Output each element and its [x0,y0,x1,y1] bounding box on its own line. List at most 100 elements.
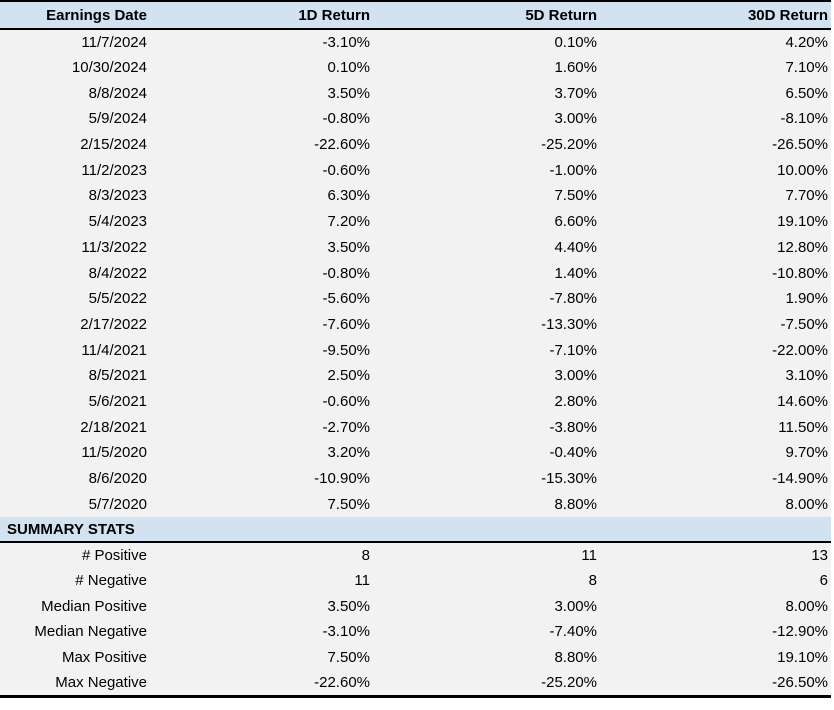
earnings-date-cell: 8/3/2023 [0,183,160,209]
return-30d-cell: 7.10% [611,54,831,81]
return-1d-cell: 2.50% [160,362,386,389]
earnings-date-cell: 5/5/2022 [0,285,160,312]
return-1d-cell: 3.50% [160,80,386,107]
earnings-row: 5/5/2022 -5.60% -7.80% 1.90% [0,285,831,312]
earnings-date-cell: 11/5/2020 [0,440,160,466]
return-5d-cell: -3.80% [386,414,611,440]
return-30d-cell: 7.70% [611,183,831,209]
return-5d-cell: -0.40% [386,440,611,466]
return-30d-cell: 6.50% [611,80,831,107]
return-30d-cell: 10.00% [611,157,831,184]
summary-stat-row: Median Positive 3.50% 3.00% 8.00% [0,593,831,620]
return-5d-cell: -1.00% [386,157,611,184]
earnings-row: 8/3/2023 6.30% 7.50% 7.70% [0,183,831,209]
return-30d-cell: 9.70% [611,440,831,466]
earnings-date-cell: 10/30/2024 [0,54,160,81]
return-30d-cell: -14.90% [611,465,831,492]
return-1d-cell: -0.60% [160,157,386,184]
summary-5d-value: 8 [386,567,611,594]
summary-30d-value: 13 [611,542,831,568]
summary-1d-value: 3.50% [160,593,386,620]
return-1d-cell: 3.20% [160,440,386,466]
summary-stat-row: Max Negative -22.60% -25.20% -26.50% [0,670,831,697]
summary-header-body: SUMMARY STATS [0,517,831,544]
earnings-row: 8/8/2024 3.50% 3.70% 6.50% [0,80,831,107]
return-1d-cell: -5.60% [160,285,386,312]
return-1d-cell: -10.90% [160,465,386,492]
earnings-row: 5/4/2023 7.20% 6.60% 19.10% [0,208,831,235]
return-5d-cell: 0.10% [386,29,611,55]
earnings-returns-sheet: Earnings Date 1D Return 5D Return 30D Re… [0,0,831,698]
return-5d-cell: -7.10% [386,337,611,363]
earnings-date-cell: 5/6/2021 [0,388,160,415]
summary-30d-value: 6 [611,567,831,594]
earnings-row: 8/6/2020 -10.90% -15.30% -14.90% [0,465,831,492]
return-5d-cell: 7.50% [386,183,611,209]
earnings-row: 11/5/2020 3.20% -0.40% 9.70% [0,440,831,466]
summary-stat-row: # Positive 8 11 13 [0,542,831,568]
return-5d-cell: -13.30% [386,311,611,338]
earnings-row: 8/4/2022 -0.80% 1.40% -10.80% [0,260,831,286]
earnings-date-cell: 2/15/2024 [0,131,160,158]
earnings-row: 5/6/2021 -0.60% 2.80% 14.60% [0,388,831,415]
return-1d-cell: -3.10% [160,29,386,55]
return-5d-cell: 6.60% [386,208,611,235]
earnings-date-cell: 5/4/2023 [0,208,160,235]
summary-rows-body: # Positive 8 11 13 # Negative 11 8 6 Median Posi… [0,542,831,697]
summary-30d-value: 19.10% [611,644,831,671]
col-header-earnings-date: Earnings Date [0,1,160,30]
summary-stat-label: Median Negative [0,619,160,645]
return-1d-cell: -0.60% [160,388,386,415]
return-1d-cell: -0.80% [160,260,386,286]
return-30d-cell: -22.00% [611,337,831,363]
earnings-row: 2/15/2024 -22.60% -25.20% -26.50% [0,131,831,158]
earnings-date-cell: 5/7/2020 [0,491,160,518]
return-30d-cell: 12.80% [611,234,831,261]
return-5d-cell: 1.40% [386,260,611,286]
earnings-date-cell: 11/2/2023 [0,157,160,184]
summary-5d-value: 11 [386,542,611,568]
earnings-row: 5/9/2024 -0.80% 3.00% -8.10% [0,106,831,132]
summary-1d-value: -3.10% [160,619,386,645]
summary-stat-label: # Negative [0,567,160,594]
return-1d-cell: -2.70% [160,414,386,440]
earnings-date-cell: 8/6/2020 [0,465,160,492]
return-1d-cell: 0.10% [160,54,386,81]
return-5d-cell: 3.00% [386,362,611,389]
earnings-date-cell: 2/17/2022 [0,311,160,338]
return-30d-cell: 4.20% [611,29,831,55]
return-1d-cell: 7.50% [160,491,386,518]
earnings-date-cell: 11/4/2021 [0,337,160,363]
return-5d-cell: 4.40% [386,234,611,261]
col-header-1d-return: 1D Return [160,1,386,30]
summary-stat-row: Median Negative -3.10% -7.40% -12.90% [0,619,831,645]
summary-30d-value: -26.50% [611,670,831,697]
return-30d-cell: 1.90% [611,285,831,312]
summary-1d-value: 7.50% [160,644,386,671]
return-30d-cell: 14.60% [611,388,831,415]
earnings-rows-body: 11/7/2024 -3.10% 0.10% 4.20% 10/30/2024 0.10%… [0,29,831,518]
col-header-5d-return: 5D Return [386,1,611,30]
summary-stat-label: Max Positive [0,644,160,671]
return-1d-cell: -0.80% [160,106,386,132]
return-1d-cell: 7.20% [160,208,386,235]
return-1d-cell: 6.30% [160,183,386,209]
summary-5d-value: -25.20% [386,670,611,697]
return-30d-cell: 3.10% [611,362,831,389]
summary-1d-value: -22.60% [160,670,386,697]
summary-stats-header-row: SUMMARY STATS [0,517,831,544]
summary-1d-value: 8 [160,542,386,568]
return-30d-cell: -26.50% [611,131,831,158]
earnings-date-cell: 2/18/2021 [0,414,160,440]
earnings-row: 11/7/2024 -3.10% 0.10% 4.20% [0,29,831,55]
summary-5d-value: 3.00% [386,593,611,620]
return-1d-cell: 3.50% [160,234,386,261]
earnings-row: 2/18/2021 -2.70% -3.80% 11.50% [0,414,831,440]
summary-stats-title: SUMMARY STATS [0,517,831,544]
earnings-row: 11/3/2022 3.50% 4.40% 12.80% [0,234,831,261]
summary-stat-row: Max Positive 7.50% 8.80% 19.10% [0,644,831,671]
earnings-row: 10/30/2024 0.10% 1.60% 7.10% [0,54,831,81]
return-5d-cell: -25.20% [386,131,611,158]
return-5d-cell: 3.70% [386,80,611,107]
summary-stat-row: # Negative 11 8 6 [0,567,831,594]
